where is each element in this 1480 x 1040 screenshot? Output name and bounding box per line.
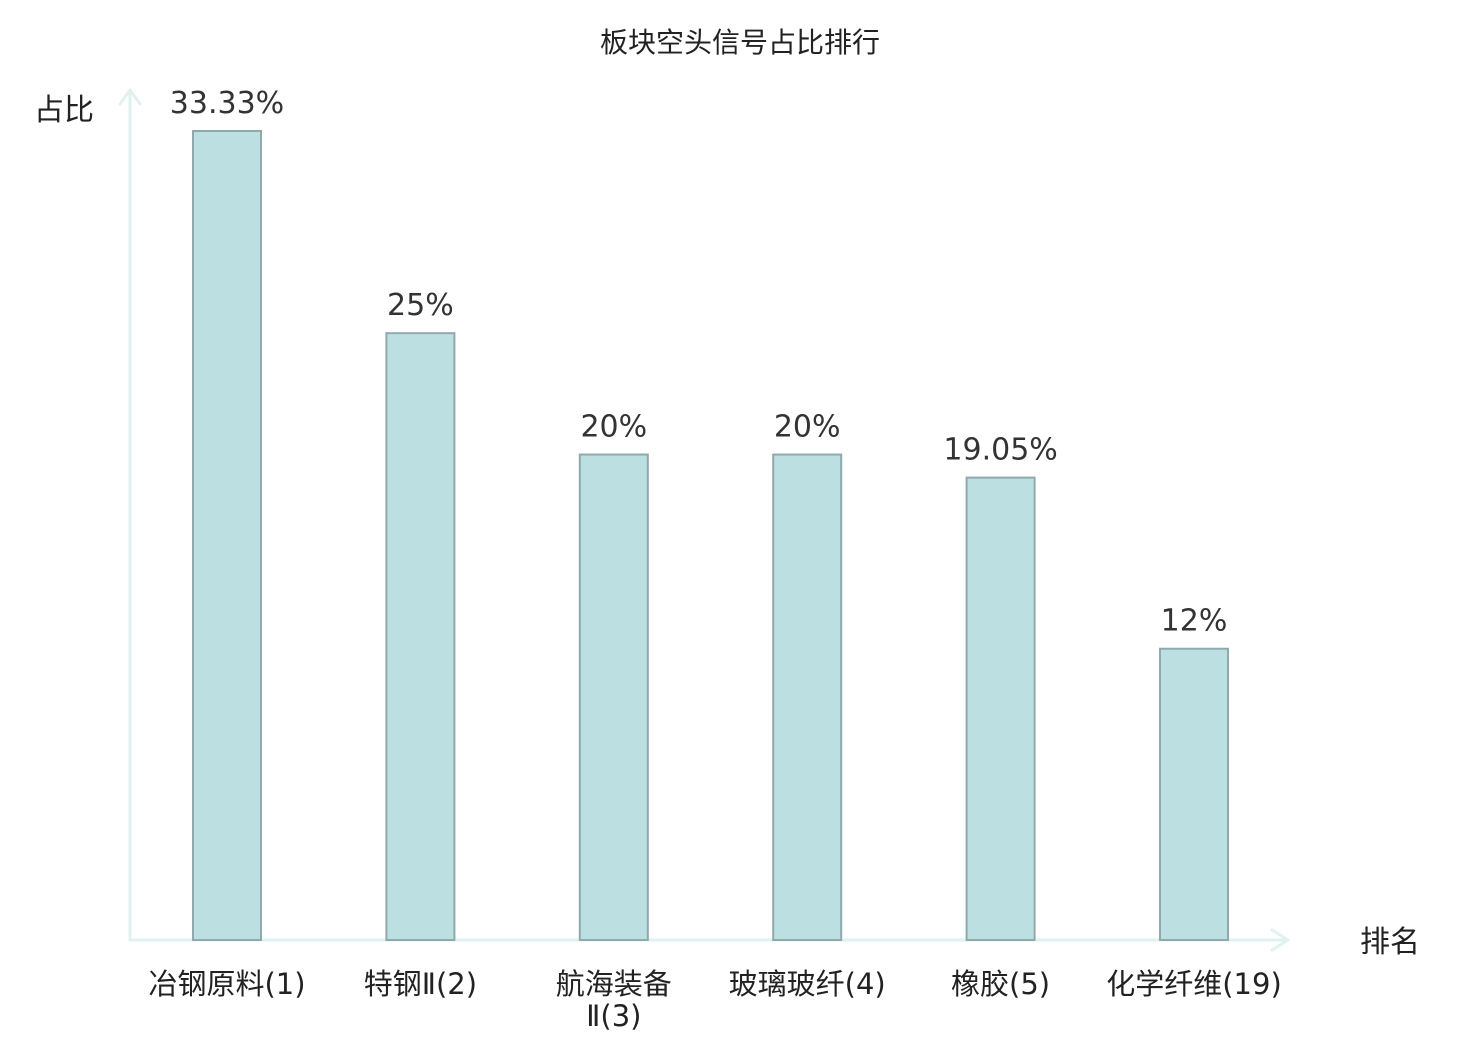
category-label-2: 特钢Ⅱ(2) xyxy=(364,967,477,1001)
category-name-4: 玻璃玻纤 xyxy=(729,967,845,1001)
category-name-cont-3: Ⅱ xyxy=(586,999,600,1033)
category-name-5: 橡胶 xyxy=(951,967,1009,1001)
x-axis-label: 排名 xyxy=(1360,925,1420,960)
category-name-3: 航海装备 xyxy=(556,967,672,1001)
bar-1 xyxy=(192,130,262,941)
category-rank-2: (2) xyxy=(436,967,477,1001)
category-label-5: 橡胶(5) xyxy=(951,967,1050,1001)
value-label-5: 19.05% xyxy=(943,433,1057,468)
bars-group xyxy=(192,130,1229,942)
category-rank-6: (19) xyxy=(1222,967,1282,1001)
category-label-4: 玻璃玻纤(4) xyxy=(729,967,886,1001)
category-labels-group: 冶钢原料(1) 特钢Ⅱ(2) 航海装备 Ⅱ(3) 玻璃玻纤(4) 橡胶(5) 化学纤维(19… xyxy=(148,967,1281,1033)
value-label-3: 20% xyxy=(580,410,647,445)
bar-6 xyxy=(1159,647,1229,942)
category-label-3: 航海装备 Ⅱ(3) xyxy=(556,967,672,1033)
category-rank-3: (3) xyxy=(600,999,641,1033)
value-label-1: 33.33% xyxy=(170,86,284,121)
x-axis xyxy=(128,928,1290,952)
value-label-6: 12% xyxy=(1161,604,1228,639)
value-label-2: 25% xyxy=(387,288,454,323)
bar-5 xyxy=(965,476,1036,941)
chart-title: 板块空头信号占比排行 xyxy=(600,26,880,59)
value-label-4: 20% xyxy=(774,410,841,445)
category-rank-1: (1) xyxy=(264,967,305,1001)
bar-4 xyxy=(772,453,843,941)
y-axis-label: 占比 xyxy=(34,93,94,128)
category-name-6: 化学纤维 xyxy=(1106,967,1222,1001)
category-name-1: 冶钢原料 xyxy=(148,967,264,1001)
value-labels-group: 33.33% 25% 20% 20% 19.05% 12% xyxy=(170,86,1228,639)
category-rank-4: (4) xyxy=(845,967,886,1001)
category-label-6: 化学纤维(19) xyxy=(1106,967,1282,1001)
y-axis xyxy=(118,88,142,942)
category-name-2: 特钢Ⅱ xyxy=(364,967,436,1001)
category-label-1: 冶钢原料(1) xyxy=(148,967,305,1001)
bar-2 xyxy=(385,332,456,941)
bar-3 xyxy=(578,453,649,941)
category-rank-5: (5) xyxy=(1009,967,1050,1001)
